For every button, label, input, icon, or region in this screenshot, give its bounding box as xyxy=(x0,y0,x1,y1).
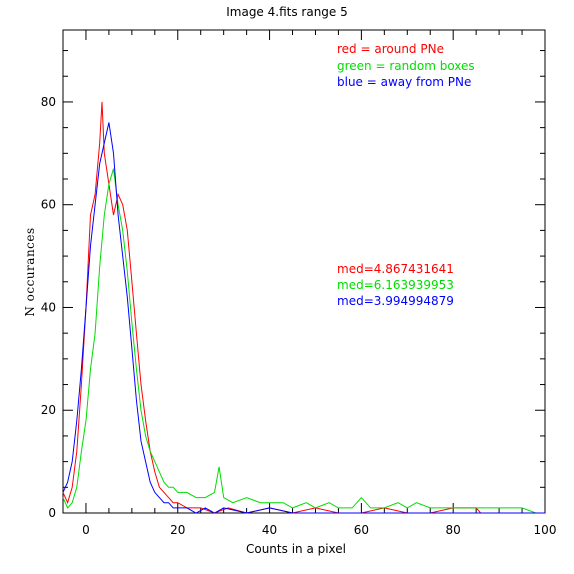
series-green-line xyxy=(62,168,545,514)
legend-entry-green: green = random boxes xyxy=(337,59,475,73)
y-tick-label: 0 xyxy=(48,506,56,520)
plot-frame xyxy=(62,29,546,514)
axis-ticks: 0 20 40 60 80 100 0 20 40 60 80 xyxy=(41,30,557,537)
x-tick-label: 40 xyxy=(262,523,277,537)
x-tick-label: 60 xyxy=(354,523,369,537)
x-axis-label: Counts in a pixel xyxy=(246,542,346,556)
plot-border xyxy=(62,29,546,514)
median-blue: med=3.994994879 xyxy=(337,294,454,308)
chart-title: Image 4.fits range 5 xyxy=(226,5,348,19)
x-tick-label: 20 xyxy=(170,523,185,537)
legend: red = around PNe green = random boxes bl… xyxy=(337,42,475,89)
y-tick-label: 40 xyxy=(41,300,56,314)
median-annotations: med=4.867431641 med=6.163939953 med=3.99… xyxy=(337,262,454,308)
legend-entry-red: red = around PNe xyxy=(337,42,444,56)
y-tick-label: 80 xyxy=(41,95,56,109)
x-tick-label: 100 xyxy=(534,523,557,537)
y-tick-label: 20 xyxy=(41,403,56,417)
series-red-line xyxy=(62,101,545,514)
median-green: med=6.163939953 xyxy=(337,278,454,292)
series-lines xyxy=(62,101,545,514)
x-tick-label: 0 xyxy=(82,523,90,537)
y-axis-label: N occurances xyxy=(23,227,37,316)
median-red: med=4.867431641 xyxy=(337,262,454,276)
series-blue-line xyxy=(62,122,545,514)
y-tick-label: 60 xyxy=(41,198,56,212)
legend-entry-blue: blue = away from PNe xyxy=(337,75,471,89)
x-tick-label: 80 xyxy=(446,523,461,537)
